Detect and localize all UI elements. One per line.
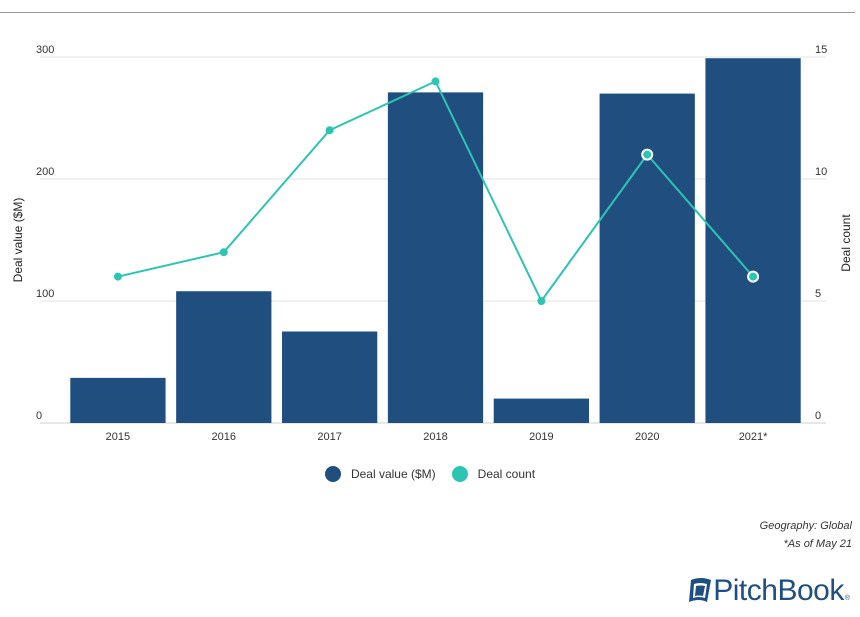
legend-item-deal-value[interactable]: Deal value ($M) xyxy=(324,466,436,482)
left-axis-ticks: 0 100 200 300 xyxy=(36,44,54,422)
pitchbook-logo: PitchBook ® xyxy=(687,574,850,608)
left-tick-label: 0 xyxy=(36,410,42,422)
x-tick-label: 2018 xyxy=(423,431,447,443)
x-tick-label: 2016 xyxy=(212,431,236,443)
line-points xyxy=(113,77,760,305)
x-axis-ticks: 2015 2016 2017 2018 2019 2020 2021* xyxy=(106,431,768,443)
x-tick-label: 2017 xyxy=(317,431,341,443)
point-2017 xyxy=(325,126,334,135)
top-divider xyxy=(0,12,855,13)
x-tick-label: 2015 xyxy=(106,431,130,443)
left-tick-label: 300 xyxy=(36,44,54,56)
legend: Deal value ($M) Deal count xyxy=(0,466,860,482)
logo-registered-mark: ® xyxy=(844,595,850,602)
deal-value-swatch-icon xyxy=(324,466,341,482)
right-axis-ticks: 0 5 10 15 xyxy=(815,44,827,422)
geography-note: Geography: Global xyxy=(759,520,852,532)
logo-wordmark: PitchBook xyxy=(713,574,844,607)
right-tick-label: 0 xyxy=(815,410,821,422)
legend-label-deal-value: Deal value ($M) xyxy=(350,467,436,481)
bar-2020 xyxy=(599,93,695,423)
point-2019 xyxy=(537,297,546,305)
point-2016 xyxy=(219,248,228,257)
point-2021* xyxy=(747,270,760,283)
bar-2015 xyxy=(70,377,166,423)
bar-series xyxy=(70,58,801,423)
bar-2018 xyxy=(387,92,484,423)
x-tick-label: 2019 xyxy=(529,431,553,443)
pitchbook-flag-icon xyxy=(689,578,712,602)
right-tick-label: 15 xyxy=(815,44,827,56)
left-tick-label: 100 xyxy=(36,288,54,300)
bar-2019 xyxy=(493,398,589,423)
bar-2017 xyxy=(282,331,378,423)
bar-2016 xyxy=(176,291,272,423)
right-axis-title: Deal count xyxy=(839,214,853,272)
bar-2021* xyxy=(705,58,801,423)
deal-count-swatch-icon xyxy=(451,466,468,482)
x-tick-label: 2021* xyxy=(739,431,768,443)
left-tick-label: 200 xyxy=(36,166,54,178)
x-tick-label: 2020 xyxy=(635,431,659,443)
point-2020 xyxy=(641,148,654,161)
right-tick-label: 5 xyxy=(815,288,821,300)
left-axis-title: Deal value ($M) xyxy=(11,198,25,283)
point-2015 xyxy=(113,272,122,281)
point-2018 xyxy=(431,77,440,86)
right-tick-label: 10 xyxy=(815,166,827,178)
legend-label-deal-count: Deal count xyxy=(477,467,536,481)
legend-item-deal-count[interactable]: Deal count xyxy=(451,466,536,482)
as-of-note: *As of May 21 xyxy=(783,538,852,550)
